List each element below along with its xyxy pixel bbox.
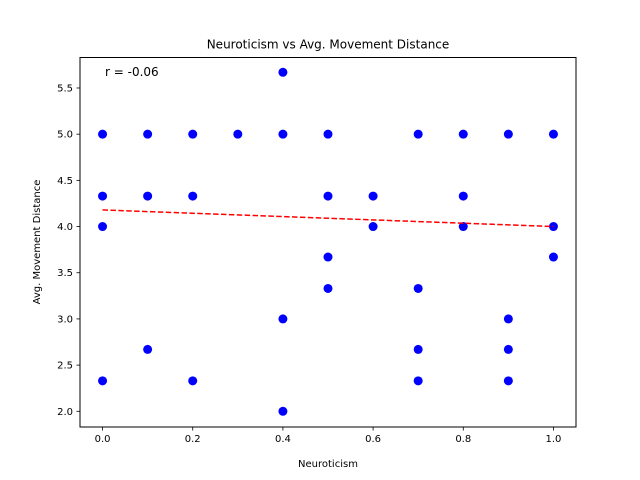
y-tick-label: 3.0 xyxy=(57,314,73,325)
y-axis-label: Avg. Movement Distance xyxy=(32,180,43,305)
data-point xyxy=(98,129,108,139)
data-point xyxy=(323,252,333,262)
data-point xyxy=(278,67,288,77)
data-point xyxy=(503,344,513,354)
data-point xyxy=(98,376,108,386)
axes-frame xyxy=(79,57,577,428)
data-point xyxy=(233,129,243,139)
y-tick-label: 2.0 xyxy=(57,407,73,418)
data-point xyxy=(188,191,198,201)
data-point xyxy=(278,129,288,139)
data-point xyxy=(413,283,423,293)
data-point xyxy=(458,129,468,139)
data-point xyxy=(548,222,558,232)
data-point xyxy=(188,129,198,139)
data-point xyxy=(503,376,513,386)
data-point xyxy=(143,191,153,201)
data-point xyxy=(458,222,468,232)
data-point xyxy=(188,376,198,386)
x-tick-label: 0.0 xyxy=(95,434,111,445)
data-point xyxy=(323,129,333,139)
plot-area xyxy=(98,67,558,416)
data-point xyxy=(323,191,333,201)
data-point xyxy=(503,129,513,139)
data-point xyxy=(413,129,423,139)
data-point xyxy=(548,129,558,139)
y-tick-label: 4.5 xyxy=(57,176,73,187)
y-tick-label: 5.5 xyxy=(57,83,73,94)
x-tick-label: 0.6 xyxy=(365,434,381,445)
x-tick-label: 0.2 xyxy=(185,434,201,445)
data-point xyxy=(548,252,558,262)
correlation-annotation: r = -0.06 xyxy=(105,65,159,79)
y-tick-label: 5.0 xyxy=(57,130,73,141)
data-point xyxy=(143,129,153,139)
y-tick-label: 4.0 xyxy=(57,222,73,233)
y-tick-label: 2.5 xyxy=(57,361,73,372)
x-tick-label: 0.4 xyxy=(275,434,291,445)
x-axis: 0.0 0.2 0.4 0.6 0.8 1.0 xyxy=(95,427,562,445)
data-point xyxy=(413,344,423,354)
x-tick-label: 0.8 xyxy=(455,434,471,445)
data-point xyxy=(368,222,378,232)
data-point xyxy=(143,344,153,354)
data-point xyxy=(323,283,333,293)
y-tick-label: 3.5 xyxy=(57,268,73,279)
y-axis: 2.0 2.5 3.0 3.5 4.0 4.5 5.0 5.5 xyxy=(57,83,80,418)
data-point xyxy=(278,314,288,324)
data-point xyxy=(98,191,108,201)
x-tick-label: 1.0 xyxy=(546,434,562,445)
trend-line xyxy=(102,209,554,228)
data-point xyxy=(368,191,378,201)
data-point xyxy=(278,406,288,416)
data-point xyxy=(98,222,108,232)
chart-title: Neuroticism vs Avg. Movement Distance xyxy=(207,38,450,52)
data-point xyxy=(458,191,468,201)
data-point xyxy=(503,314,513,324)
x-axis-label: Neuroticism xyxy=(298,459,358,470)
data-point xyxy=(413,376,423,386)
